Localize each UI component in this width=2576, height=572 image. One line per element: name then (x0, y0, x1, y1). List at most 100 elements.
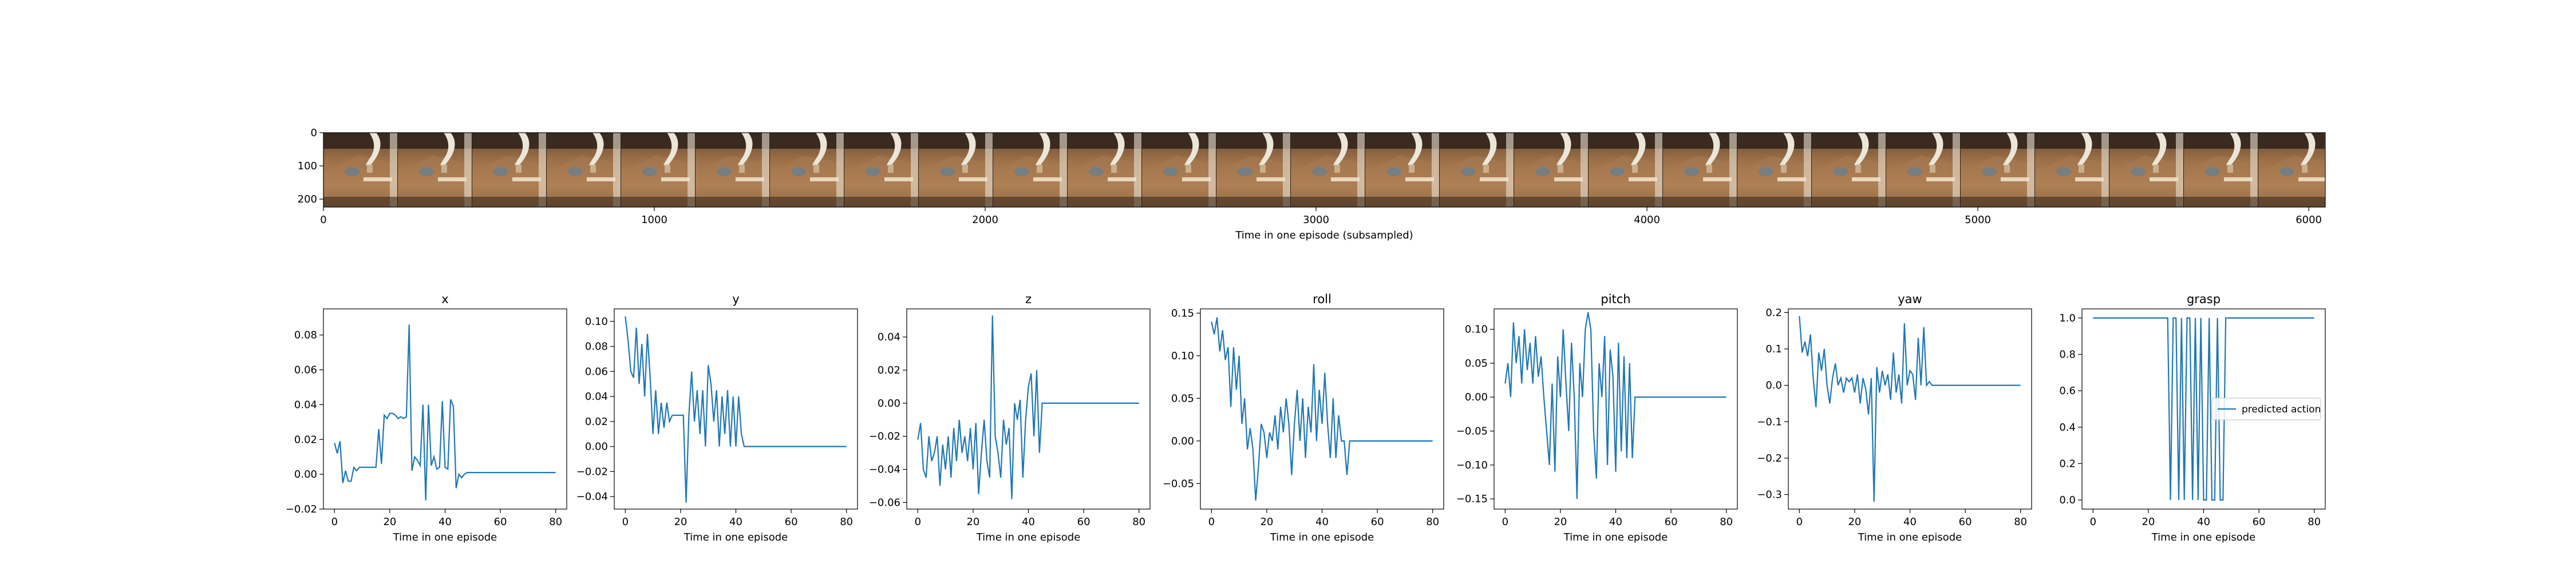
ytick-label: 0.08 (294, 329, 317, 341)
chart-title: roll (1313, 292, 1332, 306)
ytick-label: −0.02 (869, 431, 900, 443)
xtick-label: 80 (840, 516, 853, 528)
ytick-label: 0.0 (2059, 494, 2076, 506)
xtick-label: 20 (1554, 516, 1567, 528)
chart-title: x (441, 292, 448, 306)
xtick-label: 80 (2308, 516, 2321, 528)
ytick-label: 0.02 (294, 434, 317, 446)
xtick-label: 60 (2253, 516, 2266, 528)
xtick-label: 0 (1796, 516, 1803, 528)
filmstrip-panel: 0 1000 2000 3000 4000 5000 6000 0 100 200 Time in … (298, 127, 2326, 241)
plot-area (1494, 309, 1737, 509)
chart-xlabel: Time in one episode (393, 531, 497, 543)
chart-y: 0 20 40 60 80 −0.04 −0.02 0.00 0.02 0.04 0.06 0.08 0… (576, 292, 858, 543)
ytick-label: 0.2 (1765, 307, 1782, 319)
ytick-label: 0.2 (2059, 458, 2076, 470)
xtick-label: 0 (1502, 516, 1508, 528)
episode-frames-image (323, 133, 2325, 207)
ytick-label: 0.8 (2059, 349, 2076, 361)
ytick-label: −0.10 (1456, 459, 1488, 471)
chart-xlabel: Time in one episode (976, 531, 1081, 543)
ytick-label: 0.0 (1765, 380, 1782, 392)
ytick-label: 0.06 (294, 364, 317, 376)
plot-area (323, 309, 567, 509)
ytick-label: 0.10 (1171, 350, 1194, 362)
plot-area (614, 309, 858, 509)
ytick-label: 0.6 (2059, 385, 2076, 397)
filmstrip-xtick-label: 1000 (641, 214, 667, 226)
xtick-label: 0 (1208, 516, 1215, 528)
ytick-label: −0.1 (1757, 416, 1782, 428)
chart-title: pitch (1601, 292, 1630, 306)
plot-area (907, 309, 1150, 509)
chart-x: 0 20 40 60 80 −0.02 0.00 0.02 0.04 0.06 0.08 x Time … (286, 292, 567, 543)
series-line-grasp (2093, 317, 2314, 501)
ytick-label: 0.06 (585, 366, 608, 378)
xtick-label: 60 (1959, 516, 1972, 528)
xtick-label: 40 (438, 516, 452, 528)
xtick-label: 40 (729, 516, 742, 528)
ytick-label: −0.04 (576, 491, 608, 503)
xtick-label: 80 (2014, 516, 2027, 528)
ytick-label: 0.00 (1171, 435, 1194, 447)
filmstrip-xtick-label: 5000 (1965, 214, 1991, 226)
ytick-label: 0.00 (294, 468, 317, 480)
chart-title: y (732, 292, 739, 306)
series-line-z (917, 315, 1139, 499)
ytick-label: 0.04 (585, 391, 608, 403)
ytick-label: 0.15 (1171, 307, 1194, 319)
xtick-label: 40 (1903, 516, 1917, 528)
chart-xlabel: Time in one episode (2151, 531, 2256, 543)
ytick-label: 0.04 (294, 399, 317, 411)
chart-title: z (1025, 292, 1032, 306)
chart-xlabel: Time in one episode (1563, 531, 1668, 543)
xtick-label: 40 (1315, 516, 1329, 528)
ytick-label: 0.4 (2059, 422, 2076, 434)
plot-area (1200, 309, 1444, 509)
xtick-label: 20 (1260, 516, 1273, 528)
ytick-label: −0.2 (1757, 452, 1782, 464)
chart-grasp: 0 20 40 60 80 0.0 0.2 0.4 0.6 0.8 1.0 grasp Time in … (2059, 292, 2326, 543)
ytick-label: 0.00 (585, 441, 608, 453)
chart-pitch: 0 20 40 60 80 −0.15 −0.10 −0.05 0.00 0.05 0.10 pitc… (1456, 292, 1738, 543)
xtick-label: 0 (2090, 516, 2096, 528)
legend-box (2211, 398, 2321, 420)
ytick-label: −0.02 (576, 466, 608, 478)
xtick-label: 0 (331, 516, 338, 528)
filmstrip-ytick-label: 100 (298, 160, 317, 172)
legend: predicted action (2211, 398, 2321, 420)
xtick-label: 40 (2197, 516, 2210, 528)
filmstrip-xtick-label: 2000 (972, 214, 998, 226)
series-line-pitch (1504, 312, 1726, 499)
series-line-yaw (1799, 316, 2021, 502)
filmstrip-xtick-label: 4000 (1634, 214, 1660, 226)
ytick-label: 0.08 (585, 341, 608, 353)
ytick-label: 0.05 (1171, 392, 1194, 404)
xtick-label: 40 (1609, 516, 1622, 528)
series-line-roll (1211, 317, 1433, 501)
ytick-label: −0.05 (1163, 478, 1194, 490)
xtick-label: 60 (1665, 516, 1678, 528)
ytick-label: −0.05 (1456, 426, 1488, 438)
chart-title: grasp (2187, 292, 2221, 306)
xtick-label: 60 (494, 516, 507, 528)
ytick-label: −0.15 (1456, 493, 1488, 505)
filmstrip-ytick-label: 200 (298, 193, 317, 205)
ytick-label: −0.06 (869, 496, 900, 509)
series-line-y (625, 316, 847, 503)
xtick-label: 60 (1077, 516, 1091, 528)
xtick-label: 20 (383, 516, 396, 528)
ytick-label: 0.02 (585, 416, 608, 428)
filmstrip-xtick-label: 0 (320, 214, 326, 226)
xtick-label: 80 (1720, 516, 1733, 528)
filmstrip-xlabel: Time in one episode (subsampled) (1235, 229, 1413, 241)
charts-row: 0 20 40 60 80−0.020.000.020.040.060.08xTime … (286, 292, 2326, 543)
xtick-label: 0 (915, 516, 921, 528)
xtick-label: 80 (549, 516, 562, 528)
chart-roll: 0 20 40 60 80 −0.05 0.00 0.05 0.10 0.15 roll Time i… (1163, 292, 1444, 543)
ytick-label: 0.05 (1465, 357, 1488, 370)
chart-xlabel: Time in one episode (1270, 531, 1374, 543)
xtick-label: 60 (1371, 516, 1384, 528)
filmstrip-xtick-label: 3000 (1303, 214, 1329, 226)
